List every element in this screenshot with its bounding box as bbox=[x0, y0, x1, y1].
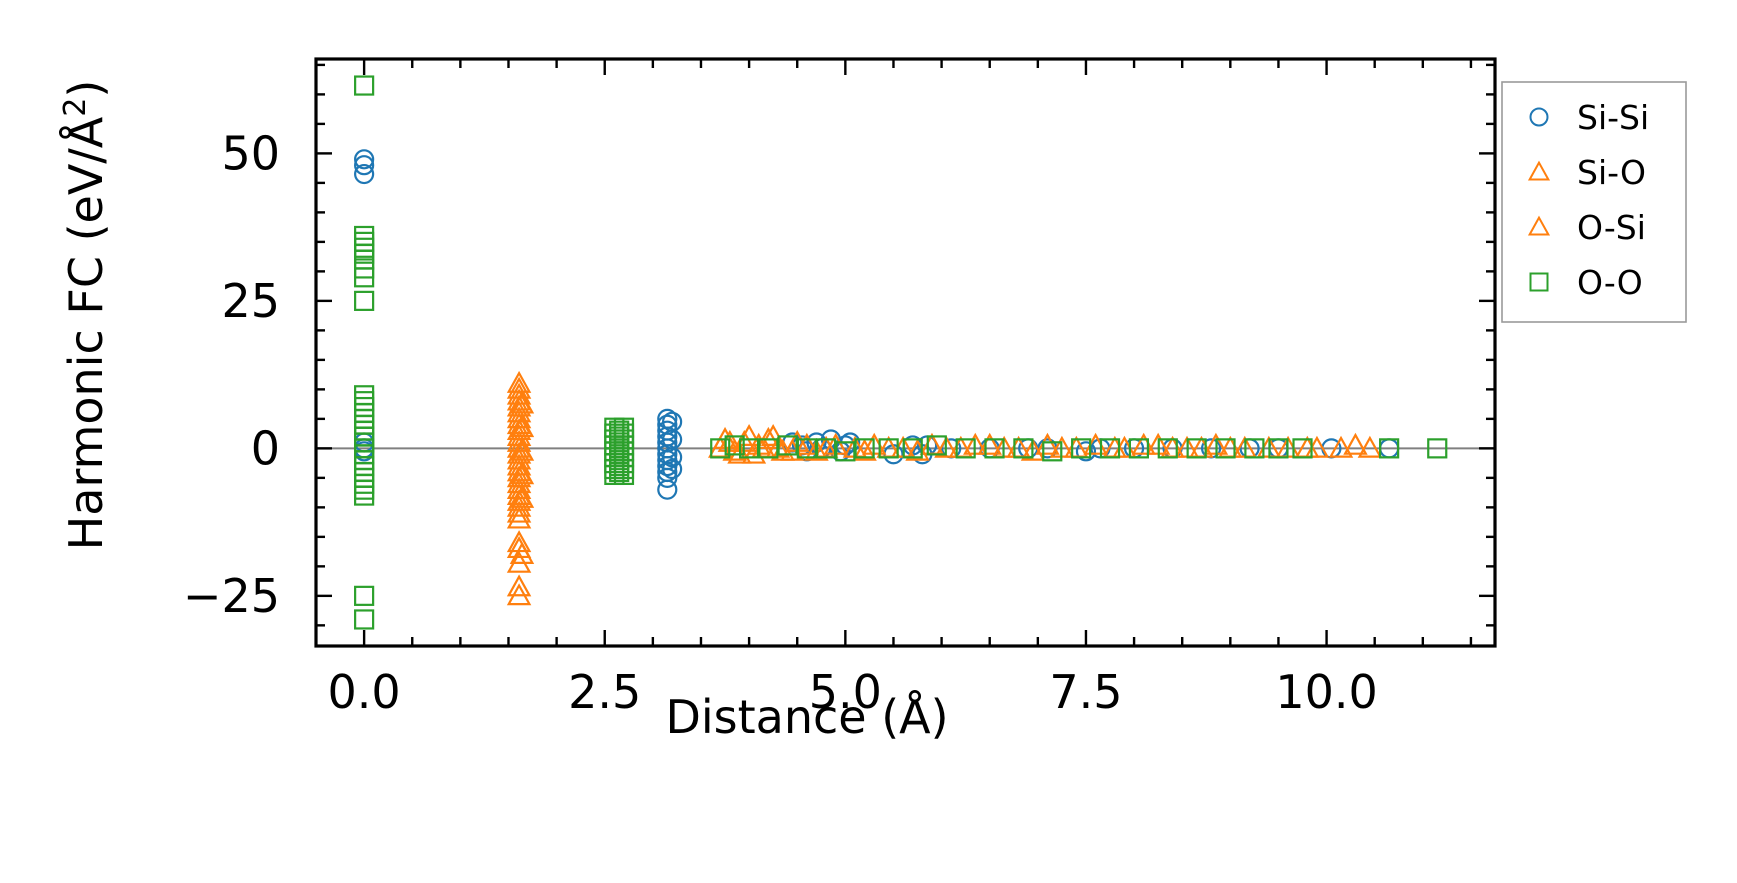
data-point-si-o bbox=[1343, 432, 1368, 455]
data-point-si-si bbox=[662, 458, 683, 480]
data-point-si-si bbox=[662, 447, 683, 468]
data-point-o-o bbox=[1427, 438, 1448, 459]
data-point-o-o bbox=[1071, 438, 1092, 459]
legend-entry-o-si: O-Si bbox=[1527, 208, 1646, 247]
data-point-o-o bbox=[1215, 438, 1236, 459]
data-point-o-o bbox=[1099, 438, 1121, 459]
data-point-o-si bbox=[804, 438, 829, 461]
data-point-si-o bbox=[509, 415, 535, 438]
legend-label: O-O bbox=[1577, 263, 1643, 302]
data-point-si-o bbox=[1328, 435, 1354, 458]
x-tick-label: 0.0 bbox=[328, 665, 401, 719]
data-point-o-o bbox=[902, 438, 923, 459]
data-point-si-o bbox=[506, 500, 532, 523]
data-point-o-o bbox=[854, 438, 875, 459]
data-point-o-o bbox=[1128, 438, 1149, 459]
data-point-o-o bbox=[758, 438, 779, 459]
data-point-o-o bbox=[796, 438, 817, 459]
data-point-si-o bbox=[1357, 435, 1383, 458]
legend-entry-si-o: Si-O bbox=[1527, 153, 1646, 192]
data-point-si-o bbox=[509, 541, 535, 564]
data-point-o-o bbox=[710, 438, 731, 459]
data-point-si-o bbox=[794, 432, 820, 455]
legend-label: Si-Si bbox=[1577, 98, 1649, 137]
data-point-si-si bbox=[354, 163, 375, 185]
data-point-o-o bbox=[777, 435, 798, 456]
data-point-o-o bbox=[815, 438, 837, 459]
y-tick-label: 50 bbox=[221, 126, 280, 180]
data-point-si-si bbox=[1075, 441, 1097, 462]
y-tick-label: 25 bbox=[221, 274, 280, 328]
data-point-o-o bbox=[739, 438, 760, 459]
data-point-o-o bbox=[354, 75, 375, 96]
y-tick-label: −25 bbox=[183, 569, 280, 623]
data-point-si-o bbox=[506, 583, 532, 606]
data-point-si-o bbox=[506, 574, 532, 597]
data-point-o-o bbox=[354, 585, 375, 606]
x-axis-title: Distance (Å) bbox=[665, 690, 948, 744]
data-point-si-o bbox=[509, 485, 535, 508]
legend-entry-o-o: O-O bbox=[1529, 263, 1643, 302]
y-axis-title: Harmonic FC (eV/Å2) bbox=[58, 80, 114, 551]
data-point-si-si bbox=[657, 479, 678, 500]
tick-layer bbox=[316, 59, 1495, 646]
y-axis-title-close: ) bbox=[59, 80, 113, 98]
data-point-o-o bbox=[1268, 438, 1289, 459]
y-tick-label: 0 bbox=[251, 421, 280, 475]
data-point-o-o bbox=[354, 290, 375, 311]
data-point-si-o bbox=[509, 391, 535, 414]
y-axis-title-superscript: 2 bbox=[58, 98, 93, 117]
series-o-o bbox=[354, 75, 1448, 630]
data-point-o-o bbox=[984, 438, 1005, 459]
data-point-o-o bbox=[724, 435, 745, 456]
x-tick-label: 7.5 bbox=[1049, 665, 1122, 719]
data-marks bbox=[354, 75, 1448, 630]
data-point-si-si bbox=[354, 149, 375, 170]
tick-label-layer: 0.0 2.5 5.0 7.5 10.0 −25 0 25 50 bbox=[183, 126, 1378, 719]
data-point-si-o bbox=[509, 462, 535, 485]
legend-label: Si-O bbox=[1577, 153, 1646, 192]
data-point-o-o bbox=[1292, 438, 1313, 459]
x-tick-label: 10.0 bbox=[1275, 665, 1377, 719]
data-point-o-o bbox=[1157, 438, 1178, 459]
legend-label: O-Si bbox=[1577, 208, 1646, 247]
data-point-o-o bbox=[835, 441, 856, 462]
data-point-o-si bbox=[1020, 438, 1046, 461]
data-point-o-o bbox=[1186, 438, 1207, 459]
legend-marker-triangle bbox=[1527, 160, 1551, 181]
data-point-o-si bbox=[852, 438, 877, 461]
data-point-o-o bbox=[1042, 441, 1063, 462]
plot-frame bbox=[314, 57, 1497, 648]
data-point-si-o bbox=[509, 438, 535, 461]
data-point-si-si bbox=[354, 155, 375, 176]
data-point-o-o bbox=[1379, 438, 1400, 459]
legend: Si-Si Si-O O-Si O-O bbox=[1501, 81, 1687, 323]
data-point-o-o bbox=[1244, 438, 1265, 459]
data-point-o-o bbox=[1013, 438, 1034, 459]
x-tick-label: 5.0 bbox=[809, 665, 882, 719]
legend-marker-triangle bbox=[1527, 215, 1551, 236]
data-point-o-o bbox=[354, 485, 375, 506]
data-point-o-si bbox=[934, 435, 959, 458]
data-point-o-o bbox=[613, 464, 635, 486]
data-point-o-o bbox=[354, 267, 375, 288]
data-point-o-o bbox=[955, 438, 976, 459]
data-point-si-o bbox=[506, 506, 532, 529]
plot-layer bbox=[314, 57, 1497, 648]
y-axis-title-main: Harmonic FC (eV/Å bbox=[59, 116, 113, 550]
legend-marker-circle bbox=[1529, 107, 1549, 127]
x-tick-label: 2.5 bbox=[568, 665, 641, 719]
legend-entry-si-si: Si-Si bbox=[1529, 98, 1649, 137]
data-point-o-o bbox=[354, 609, 375, 630]
legend-marker-square bbox=[1529, 272, 1549, 292]
data-point-o-o bbox=[926, 435, 947, 456]
data-point-o-o bbox=[878, 438, 899, 459]
